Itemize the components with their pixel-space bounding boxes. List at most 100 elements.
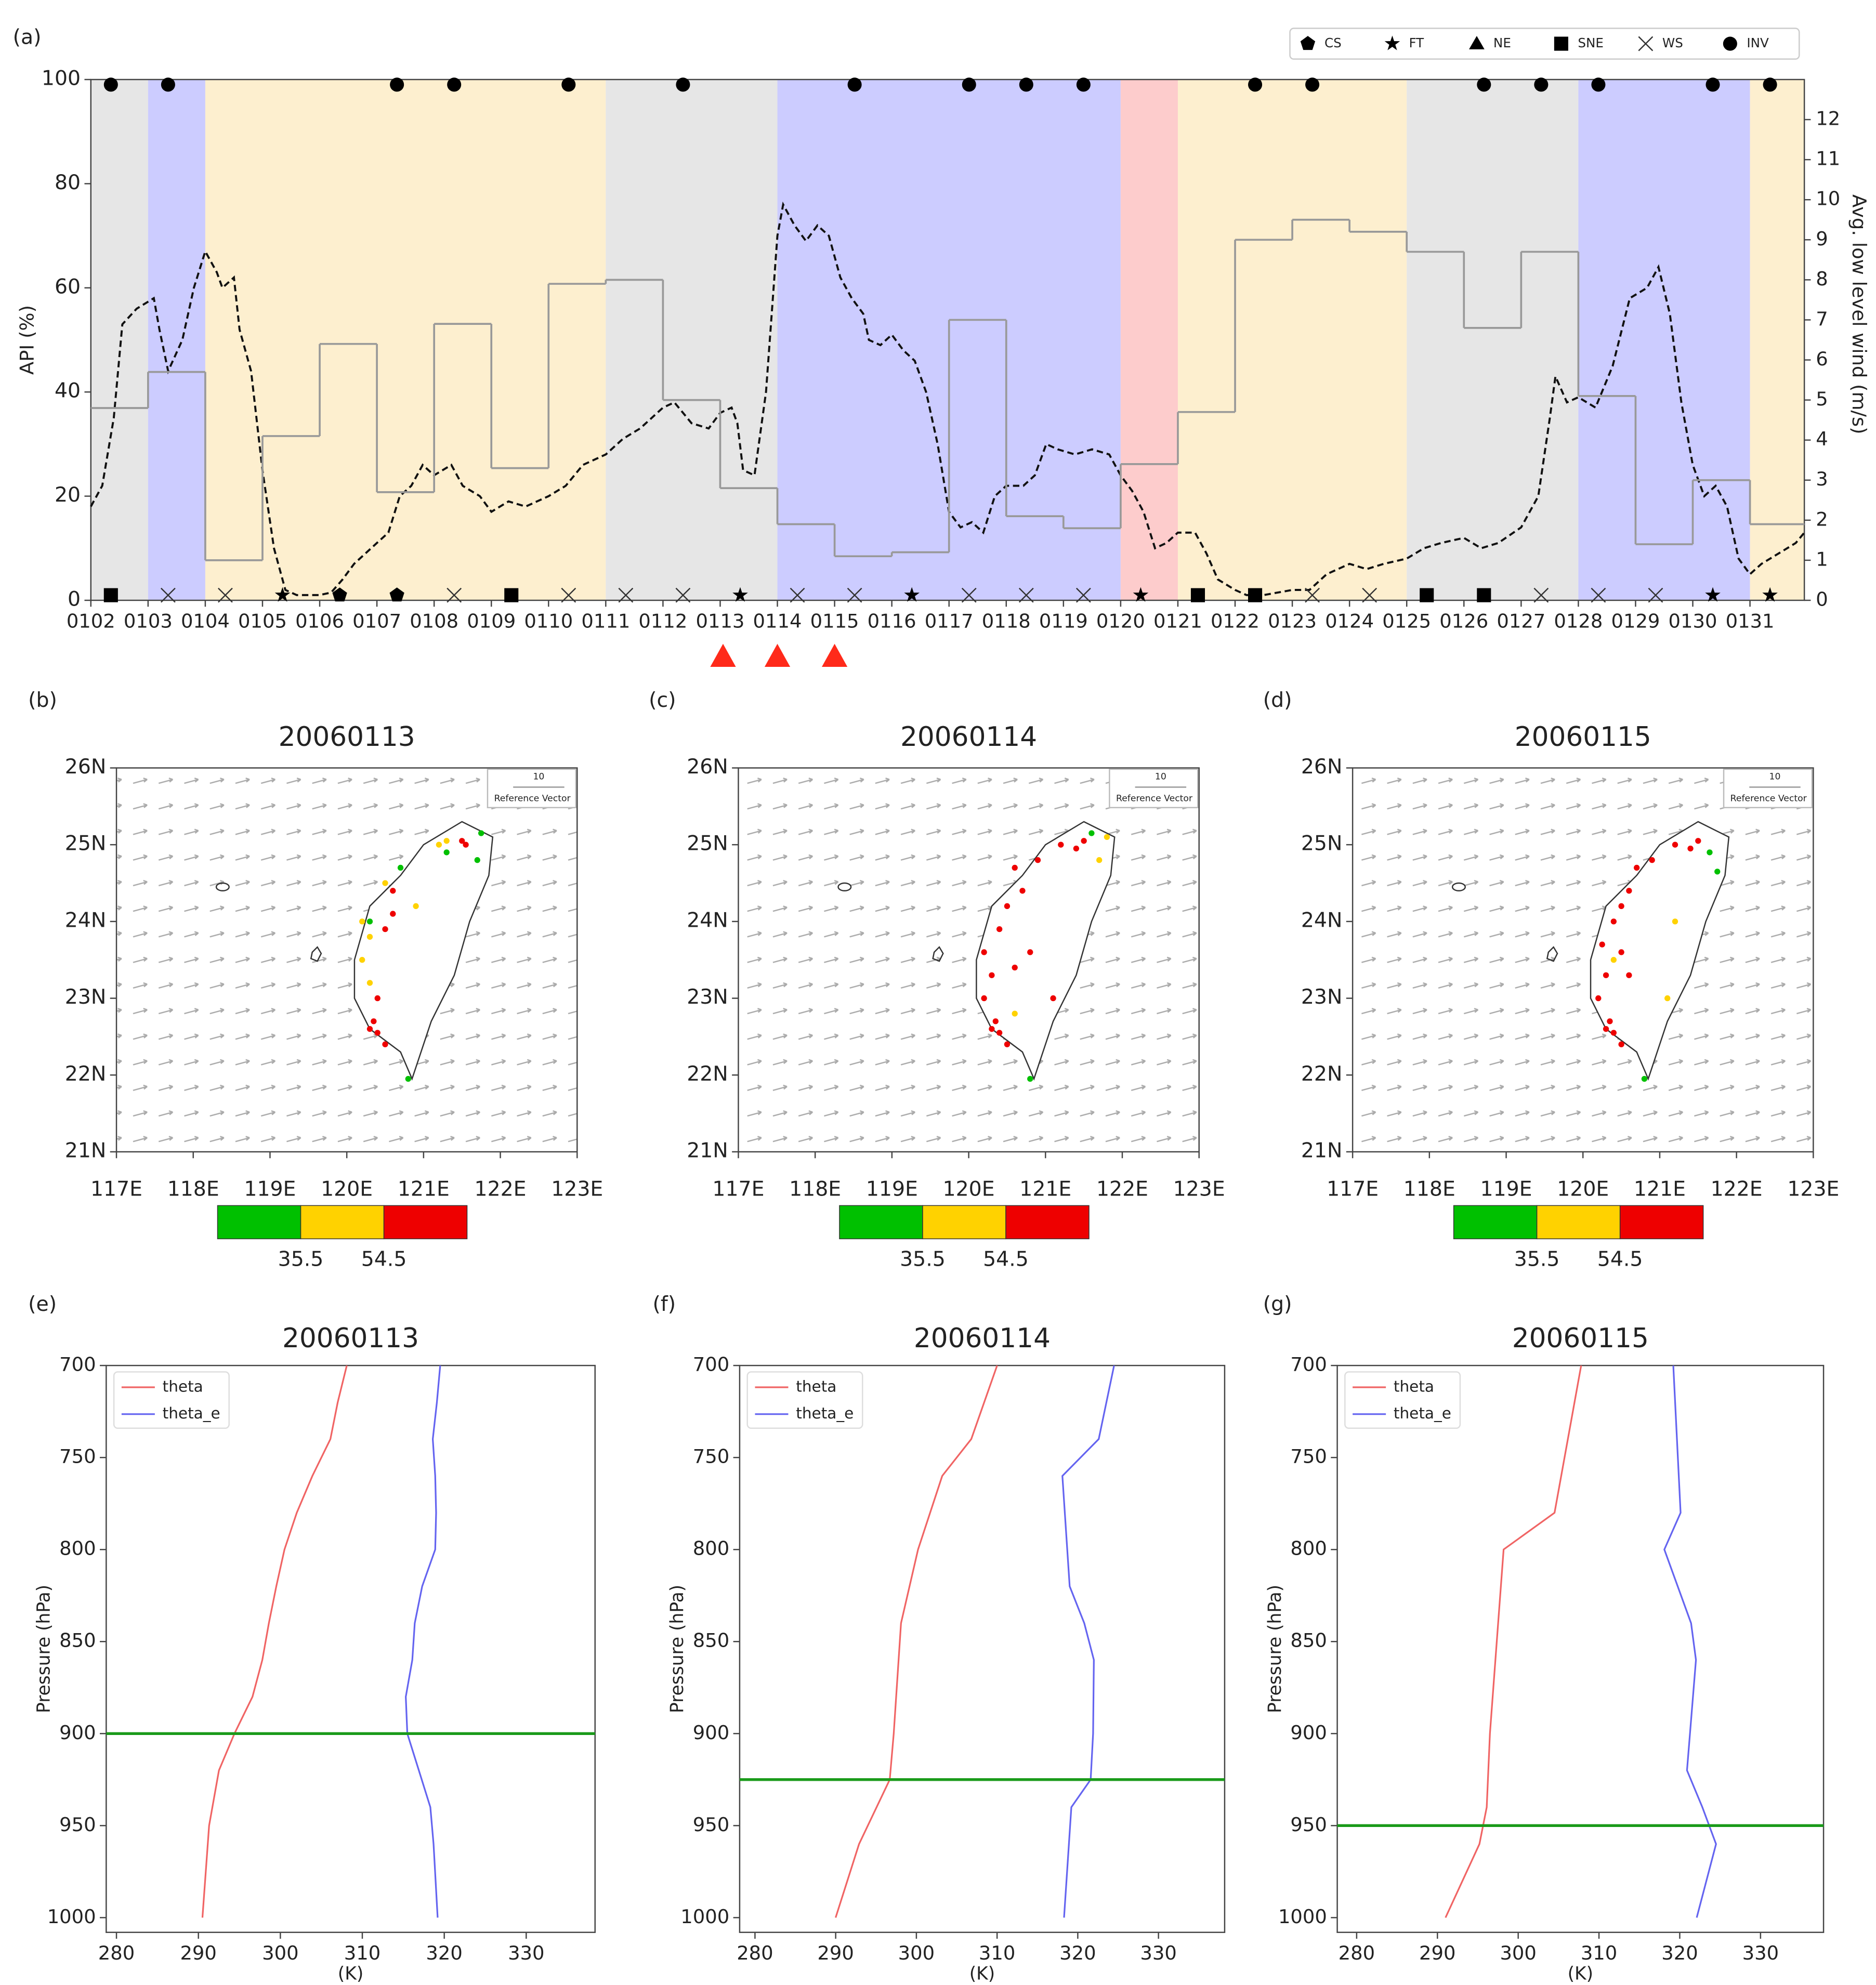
weather-type-marker <box>103 588 118 602</box>
legend-label: theta <box>796 1377 836 1395</box>
x-tick-label: 300 <box>262 1942 298 1964</box>
weather-type-marker <box>961 587 977 603</box>
x-tick-label: 0114 <box>753 610 802 632</box>
y-tick-label: 850 <box>59 1629 96 1652</box>
legend-label: CS <box>1324 35 1342 50</box>
y-tick-label: 23N <box>1301 985 1343 1009</box>
y-tick-label: 22N <box>1301 1062 1343 1086</box>
inversion-marker <box>676 77 690 92</box>
x-tick-label: 0125 <box>1382 610 1431 632</box>
y-tick-label: 23N <box>65 985 107 1009</box>
station <box>1603 1026 1609 1032</box>
legend-label: NE <box>1493 35 1511 50</box>
legend-box <box>746 1371 863 1429</box>
weather-type-marker <box>1018 587 1034 603</box>
y-tick-label: 25N <box>65 832 107 856</box>
x-tick-label: 290 <box>817 1942 854 1964</box>
station <box>1088 830 1095 836</box>
x-tick-label: 290 <box>180 1942 216 1964</box>
legend-label: theta_e <box>1394 1404 1451 1422</box>
y-tick-label: 26N <box>1301 755 1343 779</box>
weather-type-marker <box>1477 588 1491 602</box>
station <box>1012 1010 1018 1017</box>
y2-tick-label: 8 <box>1816 268 1828 290</box>
weather-type-marker <box>218 587 233 603</box>
y2-tick-label: 0 <box>1816 588 1828 610</box>
x-tick-label: 118E <box>789 1177 841 1201</box>
inversion-marker <box>1076 77 1091 92</box>
station <box>474 857 480 863</box>
x-tick-label: 122E <box>1711 1177 1763 1201</box>
x-tick-label: 330 <box>508 1942 544 1964</box>
station <box>1012 864 1018 871</box>
y-tick-label: 25N <box>687 832 728 856</box>
station <box>359 918 365 925</box>
y2-tick-label: 6 <box>1816 348 1828 370</box>
inversion-marker <box>561 77 576 92</box>
weather-type-marker <box>1362 587 1378 603</box>
weather-type-marker <box>1190 588 1205 602</box>
y-tick-label: 26N <box>687 755 728 779</box>
x-tick-label: 0124 <box>1325 610 1374 632</box>
weather-type-marker <box>675 587 691 603</box>
x-tick-label: 121E <box>1019 1177 1071 1201</box>
legend-symbol <box>1384 35 1400 50</box>
station <box>374 995 381 1002</box>
colorbar-label: 35.5 <box>1514 1247 1560 1271</box>
weather-type-marker <box>160 587 176 603</box>
y-tick-label: 900 <box>1290 1721 1327 1744</box>
y2-tick-label: 3 <box>1816 468 1828 490</box>
inversion-marker <box>1534 77 1549 92</box>
regime-band <box>606 80 778 600</box>
legend-label: theta_e <box>796 1404 854 1422</box>
y-axis-label: Pressure (hPa) <box>34 1585 55 1713</box>
y-tick-label: 0 <box>68 587 81 611</box>
station <box>1034 857 1041 863</box>
inversion-marker <box>1591 77 1606 92</box>
y-tick-label: 900 <box>693 1721 729 1744</box>
y-tick-label: 23N <box>687 985 728 1009</box>
station <box>1595 995 1602 1002</box>
x-axis-label: (K) <box>338 1963 363 1984</box>
inversion-marker <box>962 77 976 92</box>
station <box>1027 949 1033 955</box>
y2-tick-label: 2 <box>1816 508 1828 530</box>
x-tick-label: 330 <box>1742 1942 1779 1964</box>
colorbar-label: 54.5 <box>983 1247 1029 1271</box>
colorbar-cell <box>1536 1205 1621 1240</box>
y2-tick-label: 4 <box>1816 428 1828 450</box>
regime-band <box>1407 80 1579 600</box>
station <box>1104 834 1110 840</box>
station <box>1687 845 1694 852</box>
weather-type-marker <box>618 587 634 603</box>
x-tick-label: 0121 <box>1153 610 1202 632</box>
y-tick-label: 40 <box>55 379 81 403</box>
station <box>359 957 365 963</box>
profile-line <box>1445 1365 1582 1918</box>
reference-box <box>487 768 577 809</box>
station <box>382 1041 388 1047</box>
y-tick-label: 24N <box>687 908 728 932</box>
legend-symbol <box>1554 36 1568 51</box>
x-tick-label: 310 <box>1581 1942 1617 1964</box>
x-tick-label: 0115 <box>810 610 859 632</box>
station <box>443 849 450 856</box>
x-tick-label: 0116 <box>868 610 916 632</box>
x-tick-label: 320 <box>1661 1942 1698 1964</box>
x-tick-label: 0123 <box>1268 610 1317 632</box>
profile-title: 20060114 <box>914 1323 1051 1354</box>
station <box>1004 903 1011 909</box>
weather-type-marker <box>1305 587 1320 603</box>
legend-label: SNE <box>1578 35 1604 50</box>
profile-line <box>201 1365 348 1918</box>
profile-line <box>405 1365 441 1918</box>
x-tick-label: 121E <box>1634 1177 1686 1201</box>
legend-label: theta_e <box>163 1404 220 1422</box>
station <box>436 842 442 848</box>
y-tick-label: 850 <box>1290 1629 1327 1652</box>
station <box>1618 903 1624 909</box>
y-tick-label: 950 <box>59 1813 96 1836</box>
legend-box <box>1344 1371 1461 1429</box>
station <box>1626 888 1632 894</box>
profile-line <box>835 1365 998 1918</box>
